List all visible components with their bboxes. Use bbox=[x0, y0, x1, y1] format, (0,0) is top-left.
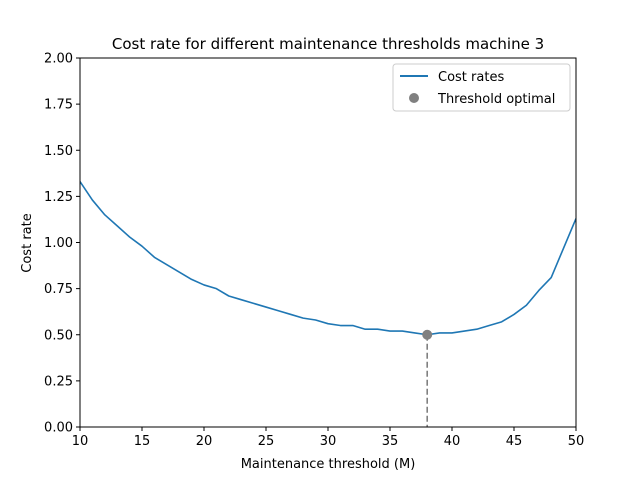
x-axis-ticks: 10 15 20 25 30 35 40 45 50 bbox=[72, 427, 585, 449]
x-tick-label: 10 bbox=[72, 434, 89, 449]
y-tick-label: 1.75 bbox=[44, 98, 73, 113]
x-axis-label: Maintenance threshold (M) bbox=[241, 457, 416, 472]
legend-box bbox=[392, 63, 571, 112]
y-axis-label: Cost rate bbox=[20, 213, 35, 272]
optimal-threshold-point bbox=[422, 329, 433, 340]
x-tick-label: 25 bbox=[258, 434, 275, 449]
y-tick-label: 0.75 bbox=[44, 282, 73, 297]
y-tick-label: 1.50 bbox=[44, 144, 73, 159]
y-tick-label: 0.25 bbox=[44, 374, 73, 389]
x-tick-label: 45 bbox=[506, 434, 523, 449]
y-axis-ticks: 0.00 0.25 0.50 0.75 1.00 1.25 1.50 1.75 2.00 bbox=[44, 52, 80, 436]
legend-dot-marker bbox=[409, 93, 419, 103]
x-tick-label: 15 bbox=[134, 434, 151, 449]
legend-label-cost-rates: Cost rates bbox=[438, 70, 504, 85]
series-line-cost-rates bbox=[80, 181, 576, 336]
y-tick-label: 1.25 bbox=[44, 190, 73, 205]
y-tick-label: 2.00 bbox=[44, 52, 73, 67]
y-tick-label: 0.00 bbox=[44, 421, 73, 436]
x-tick-label: 40 bbox=[444, 434, 461, 449]
y-tick-label: 1.00 bbox=[44, 236, 73, 251]
legend-label-threshold-optimal: Threshold optimal bbox=[437, 92, 555, 107]
x-tick-label: 30 bbox=[320, 434, 337, 449]
x-tick-label: 20 bbox=[196, 434, 213, 449]
chart-title: Cost rate for different maintenance thre… bbox=[112, 35, 544, 53]
axes-frame bbox=[79, 57, 577, 428]
x-tick-label: 35 bbox=[382, 434, 399, 449]
legend: Cost rates Threshold optimal bbox=[392, 63, 571, 112]
plot-area bbox=[79, 57, 577, 428]
x-tick-label: 50 bbox=[568, 434, 585, 449]
y-tick-label: 0.50 bbox=[44, 328, 73, 343]
